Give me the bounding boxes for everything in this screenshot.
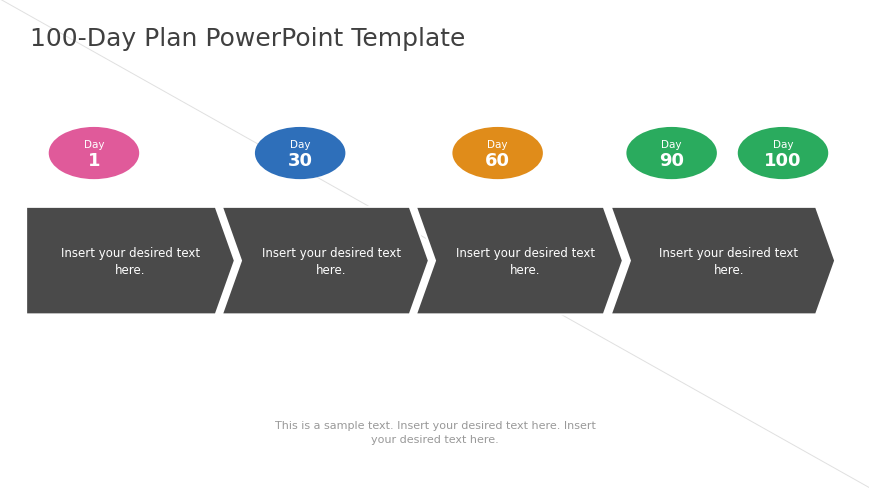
Text: Day: Day (487, 140, 507, 150)
Ellipse shape (255, 128, 345, 180)
Text: 90: 90 (659, 152, 683, 170)
Polygon shape (610, 207, 834, 315)
Text: Insert your desired text
here.: Insert your desired text here. (659, 246, 798, 276)
Text: 30: 30 (288, 152, 312, 170)
Text: 60: 60 (485, 152, 509, 170)
Ellipse shape (49, 128, 139, 180)
Text: 100: 100 (763, 152, 801, 170)
Text: Insert your desired text
here.: Insert your desired text here. (262, 246, 401, 276)
Text: Day: Day (660, 140, 681, 150)
Text: Day: Day (83, 140, 104, 150)
Polygon shape (26, 207, 235, 315)
Ellipse shape (626, 128, 716, 180)
Text: Insert your desired text
here.: Insert your desired text here. (61, 246, 200, 276)
Text: Insert your desired text
here.: Insert your desired text here. (455, 246, 594, 276)
Text: 1: 1 (88, 152, 100, 170)
Text: Day: Day (289, 140, 310, 150)
Text: Day: Day (772, 140, 793, 150)
Text: 100-Day Plan PowerPoint Template: 100-Day Plan PowerPoint Template (30, 27, 465, 51)
Ellipse shape (737, 128, 827, 180)
Polygon shape (222, 207, 428, 315)
Text: This is a sample text. Insert your desired text here. Insert
your desired text h: This is a sample text. Insert your desir… (275, 420, 594, 444)
Polygon shape (415, 207, 622, 315)
Ellipse shape (452, 128, 542, 180)
